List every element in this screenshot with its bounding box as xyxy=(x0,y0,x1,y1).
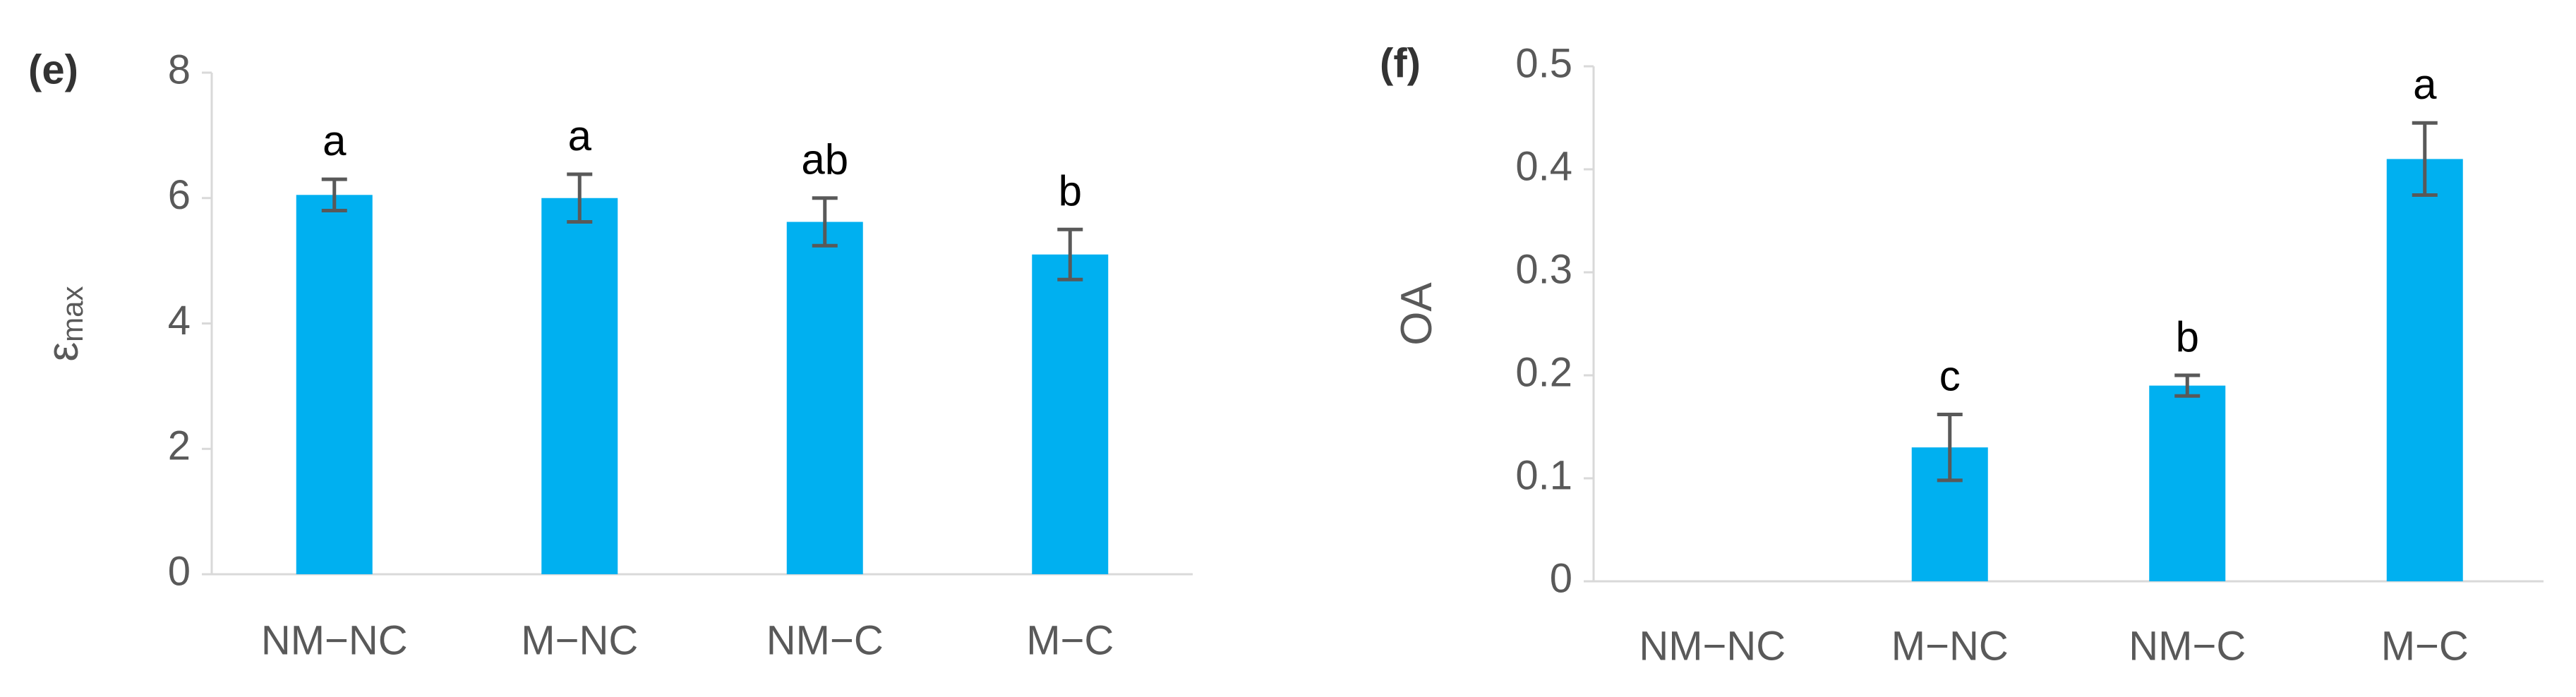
error-bar xyxy=(567,172,593,224)
x-tick-label: NM−NC xyxy=(1639,623,1786,669)
significance-letter: b xyxy=(1059,167,1082,214)
significance-letter: b xyxy=(2176,313,2199,360)
y-tick-label: 6 xyxy=(168,172,191,218)
panel-label: (f) xyxy=(1380,40,1421,86)
y-axis-label-main: ε xyxy=(39,342,88,362)
x-tick-label: M−C xyxy=(1026,617,1114,663)
y-tick-label: 0.5 xyxy=(1515,40,1572,86)
error-bar xyxy=(812,196,838,248)
significance-letter: c xyxy=(1939,352,1961,399)
y-tick-label: 0.4 xyxy=(1515,143,1572,189)
bar xyxy=(786,222,863,574)
y-axis-label: OA xyxy=(1392,282,1441,346)
y-axis-label-main: OA xyxy=(1392,282,1441,346)
x-tick-label: NM−NC xyxy=(261,617,408,663)
significance-letter: a xyxy=(2413,61,2437,108)
x-tick-label: M−NC xyxy=(521,617,638,663)
bar xyxy=(2149,385,2226,581)
y-tick-label: 0 xyxy=(1550,555,1572,601)
y-tick-label: 8 xyxy=(168,47,191,92)
significance-letter: a xyxy=(568,112,592,159)
bar xyxy=(2386,159,2463,581)
error-bar xyxy=(1057,227,1083,281)
x-tick-label: M−NC xyxy=(1891,623,2009,669)
bar xyxy=(1032,254,1109,574)
significance-letter: a xyxy=(323,117,347,164)
panel-label: (e) xyxy=(28,47,78,92)
x-tick-label: NM−C xyxy=(766,617,884,663)
error-bar xyxy=(2412,121,2438,197)
y-tick-label: 0.2 xyxy=(1515,349,1572,395)
y-tick-label: 4 xyxy=(168,298,191,344)
x-tick-label: NM−C xyxy=(2129,623,2246,669)
y-tick-label: 2 xyxy=(168,423,191,469)
error-bar xyxy=(1937,412,1963,483)
y-axis-label-sub: max xyxy=(56,286,89,342)
error-bar xyxy=(2174,373,2201,398)
bar xyxy=(296,195,373,574)
bar xyxy=(541,198,618,574)
significance-letter: ab xyxy=(801,136,848,183)
x-tick-label: M−C xyxy=(2381,623,2469,669)
y-tick-label: 0.3 xyxy=(1515,246,1572,292)
error-bar xyxy=(321,177,347,213)
y-tick-label: 0 xyxy=(168,548,191,594)
y-tick-label: 0.1 xyxy=(1515,452,1572,498)
y-axis-label: εmax xyxy=(39,286,89,362)
